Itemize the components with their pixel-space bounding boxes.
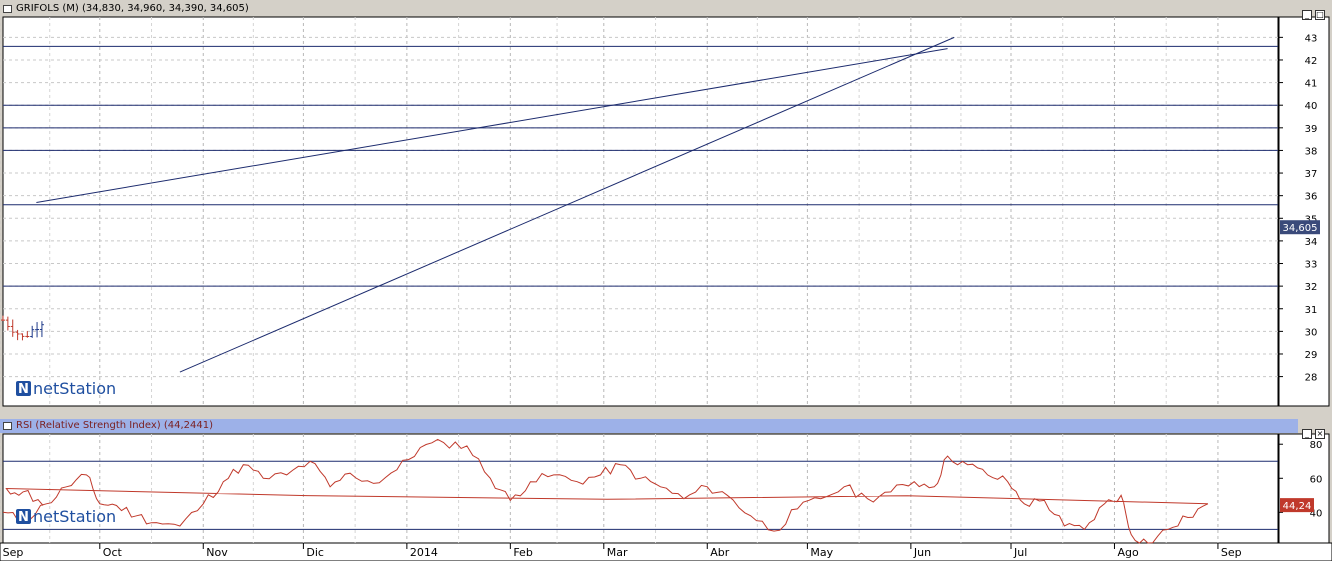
rsi-tick-label: 80 [1310, 440, 1323, 451]
ohlc-bar [20, 333, 25, 341]
last-rsi-marker [1280, 498, 1314, 513]
price-tick-label: 34 [1305, 237, 1318, 248]
price-tick-label: 30 [1305, 327, 1318, 338]
ohlc-bar [15, 329, 20, 341]
rsi-panel-title: RSI (Relative Strength Index) (44,2441) [16, 420, 214, 431]
panel-divider [0, 407, 1332, 418]
date-axis-area [0, 542, 1332, 561]
last-price-label: 34,605 [1283, 223, 1318, 234]
trendline [179, 36, 955, 373]
date-tick-label: Oct [103, 546, 123, 559]
price-tick-label: 38 [1305, 146, 1318, 157]
date-tick-label: Jun [913, 546, 931, 559]
svg-text:N: N [18, 382, 29, 397]
svg-text:netStation: netStation [33, 379, 116, 398]
price-tick-label: 33 [1305, 260, 1318, 271]
rsi-tick-label: 60 [1310, 474, 1323, 485]
price-tick-label: 36 [1305, 192, 1318, 203]
panel-menu-icon[interactable] [3, 422, 12, 430]
rsi-panel-title-bar: RSI (Relative Strength Index) (44,2441) [0, 419, 1298, 433]
ohlc-bar [30, 325, 35, 338]
price-panel-title-bar: GRIFOLS (M) (34,830, 34,960, 34,390, 34,… [0, 2, 1298, 16]
price-tick-label: 28 [1305, 373, 1318, 384]
trendline [36, 48, 948, 203]
price-tick-label: 32 [1305, 282, 1318, 293]
price-tick-label: 35 [1305, 214, 1318, 225]
rsi-plot-area [2, 433, 1279, 544]
date-tick-label: Mar [607, 546, 628, 559]
price-tick-label: 41 [1305, 79, 1318, 90]
svg-text:N: N [18, 510, 29, 525]
last-rsi-label: 44,24 [1283, 501, 1312, 512]
date-tick-label: Ago [1117, 546, 1139, 559]
last-price-marker [1280, 220, 1320, 235]
date-tick-label: 2014 [410, 546, 438, 559]
price-tick-label: 37 [1305, 169, 1318, 180]
svg-text:netStation: netStation [33, 507, 116, 526]
ohlc-bar [35, 322, 40, 338]
maximize-icon[interactable]: □ [1315, 10, 1325, 20]
rsi-tick-label: 40 [1310, 508, 1323, 519]
price-window-buttons: _ □ [1299, 2, 1325, 20]
date-tick-label: Abr [710, 546, 730, 559]
price-tick-label: 31 [1305, 305, 1318, 316]
minimize-icon[interactable]: _ [1302, 10, 1312, 20]
ohlc-bar [10, 319, 15, 337]
date-tick-label: Nov [206, 546, 228, 559]
date-tick-label: Feb [513, 546, 532, 559]
close-icon[interactable]: × [1315, 429, 1325, 439]
price-axis-area [1278, 16, 1330, 407]
price-titlebar-bg [0, 0, 1332, 16]
date-tick-label: May [810, 546, 833, 559]
price-plot-area [2, 16, 1279, 407]
ohlc-bar [5, 316, 10, 331]
ohlc-bar [25, 331, 30, 338]
date-tick-label: Sep [3, 546, 24, 559]
minimize-icon[interactable]: _ [1302, 429, 1312, 439]
price-tick-label: 42 [1305, 56, 1318, 67]
price-tick-label: 43 [1305, 33, 1318, 44]
ohlc-bar [39, 321, 44, 338]
rsi-window-buttons: _ × [1299, 421, 1325, 439]
rsi-line [2, 438, 1209, 544]
price-tick-label: 39 [1305, 124, 1318, 135]
date-tick-label: Dic [306, 546, 324, 559]
date-tick-label: Sep [1221, 546, 1242, 559]
price-panel-title: GRIFOLS (M) (34,830, 34,960, 34,390, 34,… [16, 3, 249, 14]
date-tick-label: Jul [1013, 546, 1027, 559]
ohlc-bar [1, 315, 5, 322]
panel-menu-icon[interactable] [3, 5, 12, 13]
price-tick-label: 40 [1305, 101, 1318, 112]
price-tick-label: 29 [1305, 350, 1318, 361]
